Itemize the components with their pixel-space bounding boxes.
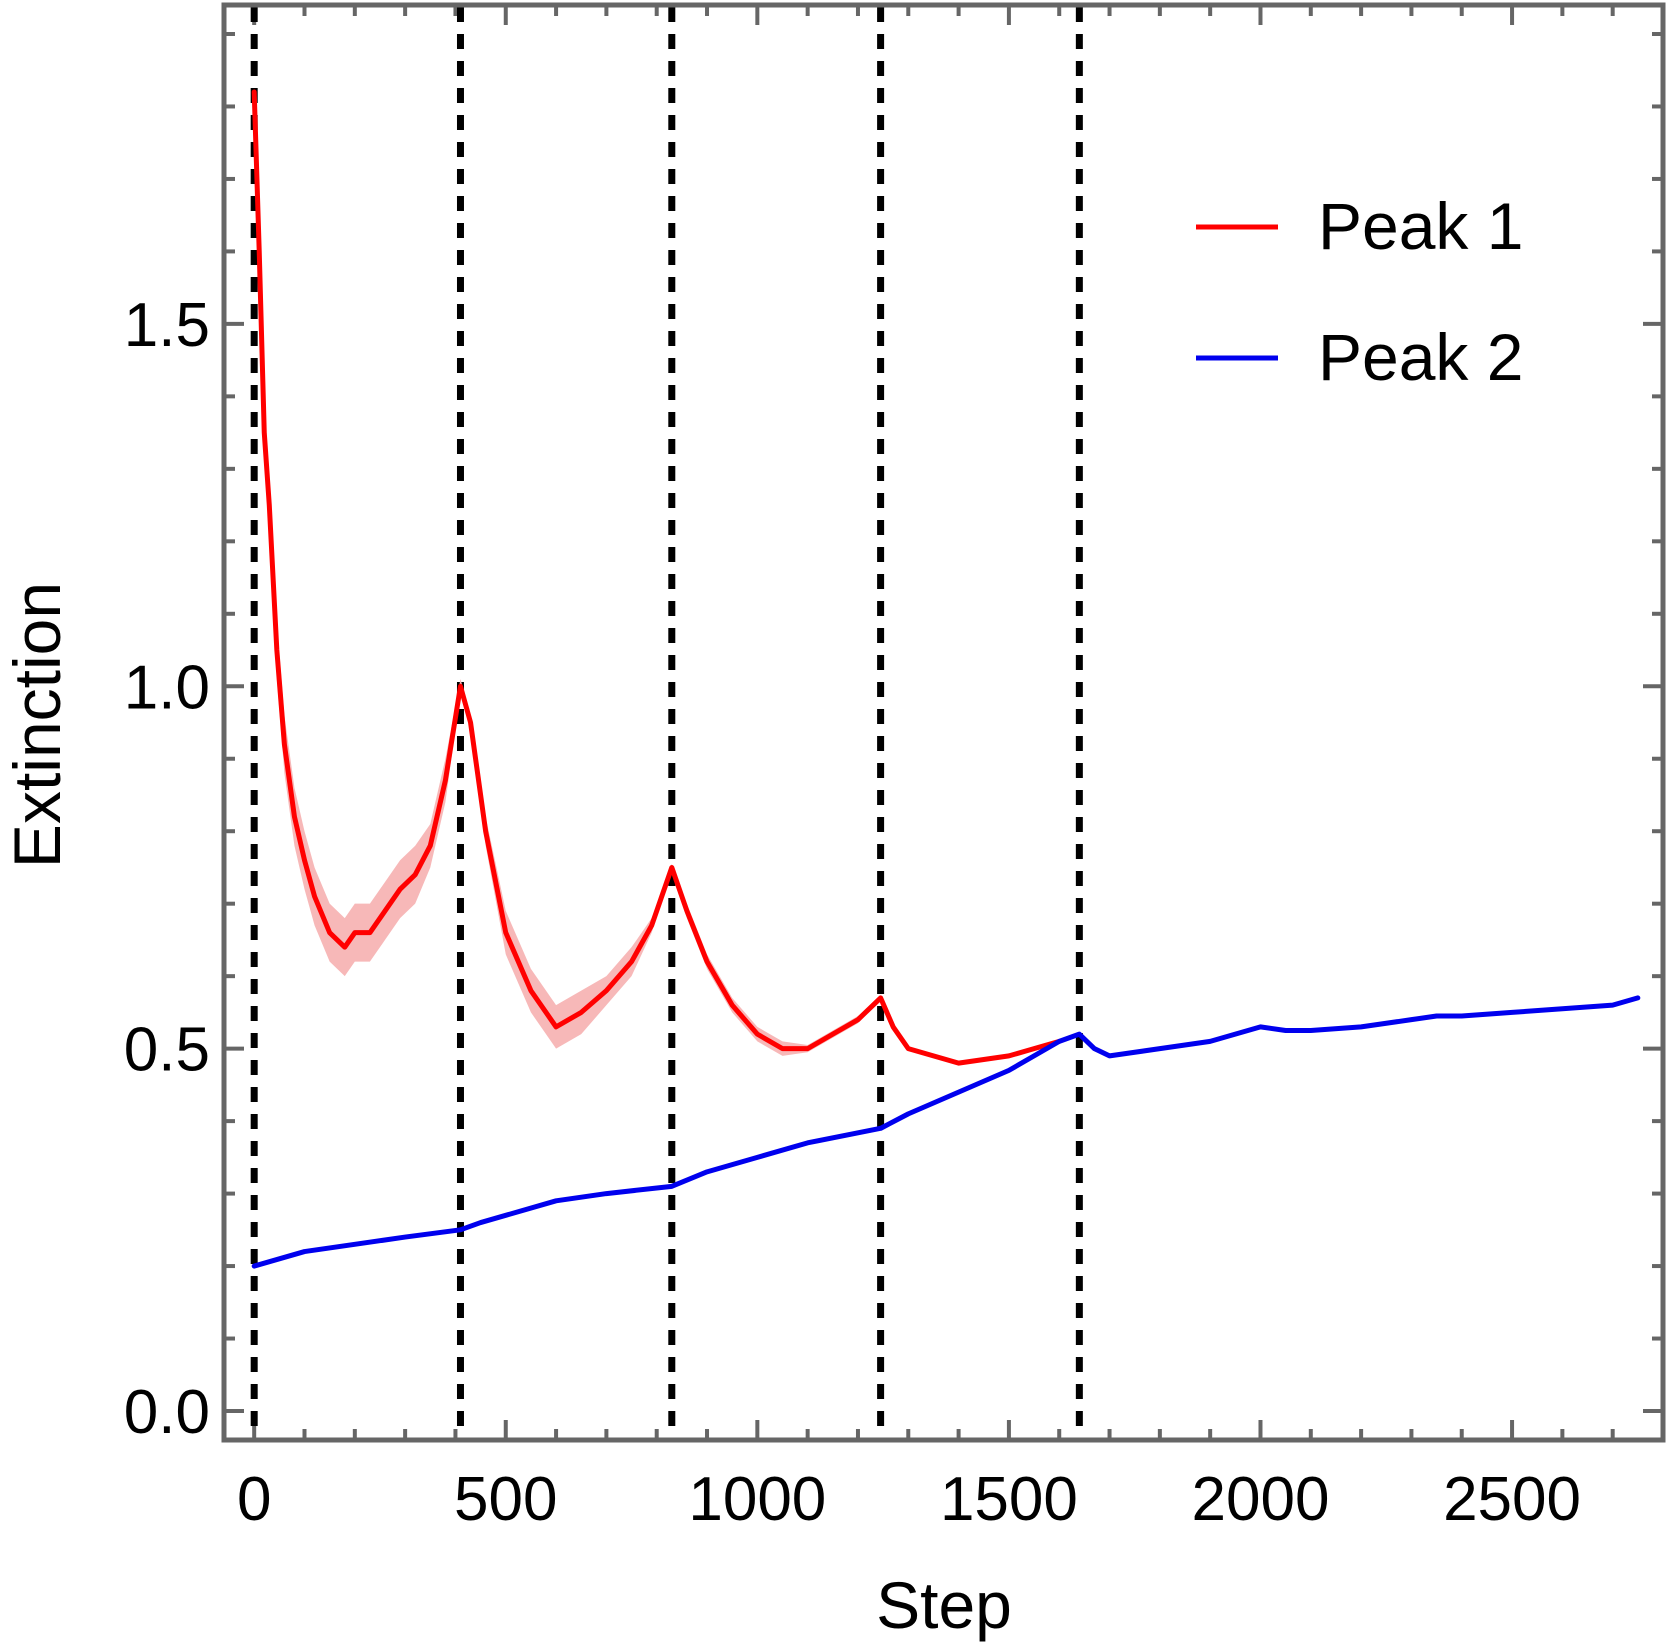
legend-label-peak-2: Peak 2 — [1318, 320, 1523, 394]
y-axis-title: Extinction — [0, 582, 74, 868]
y-tick-label: 1.0 — [124, 653, 210, 722]
series-lines — [251, 89, 1641, 1269]
x-tick-label: 1500 — [940, 1465, 1078, 1534]
x-axis-title: Step — [876, 1568, 1012, 1642]
plot-frame — [221, 2, 1666, 1443]
x-tick-label: 1000 — [688, 1465, 826, 1534]
x-tick-label: 2500 — [1443, 1465, 1581, 1534]
vertical-dashed-lines — [250, 7, 1083, 1438]
x-tick-label: 0 — [237, 1465, 271, 1534]
peak-1-error-band — [254, 91, 1060, 1064]
series-line-peak-2 — [251, 995, 1641, 1269]
legend: Peak 1 Peak 2 — [1196, 189, 1523, 394]
y-tick-label: 1.5 — [124, 291, 210, 360]
peak-1-band — [254, 91, 1060, 1064]
tick-labels: 0 500 1000 1500 2000 2500 0.0 0.5 1.0 1.5 — [124, 291, 1581, 1534]
series-line-peak-1 — [251, 89, 1062, 1066]
y-tick-label: 0.0 — [124, 1378, 210, 1447]
y-tick-label: 0.5 — [124, 1016, 210, 1085]
legend-label-peak-1: Peak 1 — [1318, 189, 1523, 263]
x-tick-label: 500 — [454, 1465, 557, 1534]
x-tick-label: 2000 — [1192, 1465, 1330, 1534]
